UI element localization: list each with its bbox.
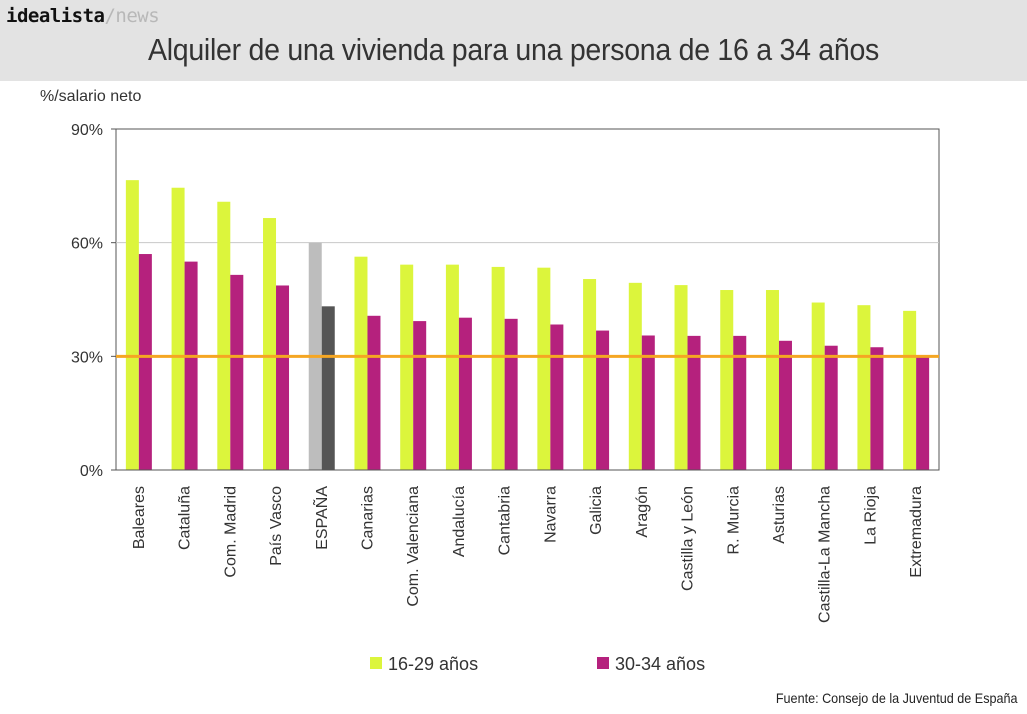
bar-30-34 bbox=[778, 340, 792, 470]
plot-frame bbox=[115, 128, 940, 471]
source-note: Fuente: Consejo de la Juventud de España bbox=[776, 690, 1018, 706]
category-label: R. Murcia bbox=[725, 486, 742, 555]
bar-30-34 bbox=[641, 335, 655, 470]
bar-16-29 bbox=[674, 285, 688, 470]
category-label: La Rioja bbox=[862, 486, 879, 545]
bar-16-29 bbox=[903, 310, 917, 470]
category-label: Galicia bbox=[588, 486, 605, 535]
y-tick-label: 90% bbox=[71, 122, 103, 139]
chart-title: Alquiler de una vivienda para una person… bbox=[147, 32, 880, 67]
bar-30-34 bbox=[230, 274, 244, 470]
bar-30-34 bbox=[596, 330, 610, 470]
header-bar: idealista/news Alquiler de una vivienda … bbox=[0, 0, 1027, 81]
bar-16-29 bbox=[583, 279, 597, 470]
bar-16-29 bbox=[171, 187, 185, 470]
category-label: Castilla y León bbox=[680, 486, 697, 591]
bar-30-34 bbox=[504, 318, 518, 470]
brand-name: idealista bbox=[6, 5, 105, 27]
y-tick-label: 30% bbox=[71, 349, 103, 366]
bar-30-34 bbox=[184, 261, 198, 470]
category-label: Andalucía bbox=[451, 486, 468, 557]
bar-16-29 bbox=[125, 180, 139, 470]
bar-30-34 bbox=[550, 324, 564, 470]
brand-logo[interactable]: idealista/news bbox=[6, 5, 160, 27]
bar-16-29 bbox=[354, 256, 368, 470]
bar-30-34 bbox=[276, 285, 290, 470]
bar-30-34 bbox=[413, 321, 427, 470]
legend-swatch bbox=[597, 657, 609, 669]
bar-30-34 bbox=[824, 345, 838, 470]
bar-16-29 bbox=[857, 305, 871, 470]
bar-16-29 bbox=[720, 290, 734, 470]
bar-30-34 bbox=[321, 306, 335, 470]
category-label: Cataluña bbox=[177, 486, 194, 550]
category-label: Com. Madrid bbox=[222, 486, 239, 578]
legend-label: 16-29 años bbox=[388, 654, 478, 674]
category-label: Aragón bbox=[634, 486, 651, 538]
y-tick-label: 60% bbox=[71, 236, 103, 253]
category-label: Asturias bbox=[771, 486, 788, 544]
bar-16-29 bbox=[400, 264, 414, 470]
bar-30-34 bbox=[687, 335, 701, 470]
legend-swatch bbox=[370, 657, 382, 669]
bar-30-34 bbox=[916, 356, 930, 470]
bar-30-34 bbox=[458, 317, 472, 470]
bar-30-34 bbox=[367, 315, 381, 470]
bar-16-29 bbox=[491, 266, 505, 470]
y-tick-label: 0% bbox=[80, 463, 103, 480]
category-label: Castilla-La Mancha bbox=[817, 486, 834, 623]
bar-30-34 bbox=[870, 347, 884, 470]
bar-16-29 bbox=[263, 218, 277, 470]
bar-16-29 bbox=[765, 290, 779, 470]
bar-30-34 bbox=[138, 254, 152, 470]
category-label: Canarias bbox=[359, 486, 376, 550]
bar-16-29 bbox=[217, 201, 231, 470]
category-label: Extremadura bbox=[908, 486, 925, 578]
category-label: Navarra bbox=[542, 486, 559, 543]
category-label: País Vasco bbox=[268, 486, 285, 566]
category-label: Com. Valenciana bbox=[405, 486, 422, 607]
category-label: Baleares bbox=[131, 486, 148, 549]
bar-16-29 bbox=[811, 302, 825, 470]
category-label: Cantabria bbox=[497, 486, 514, 555]
legend-label: 30-34 años bbox=[615, 654, 705, 674]
bar-30-34 bbox=[733, 335, 747, 470]
bar-16-29 bbox=[628, 282, 642, 470]
y-axis-label: %/salario neto bbox=[40, 88, 142, 105]
brand-suffix: /news bbox=[104, 5, 160, 27]
bar-16-29 bbox=[445, 264, 459, 470]
bar-16-29 bbox=[537, 267, 551, 470]
category-label: ESPAÑA bbox=[311, 486, 331, 550]
